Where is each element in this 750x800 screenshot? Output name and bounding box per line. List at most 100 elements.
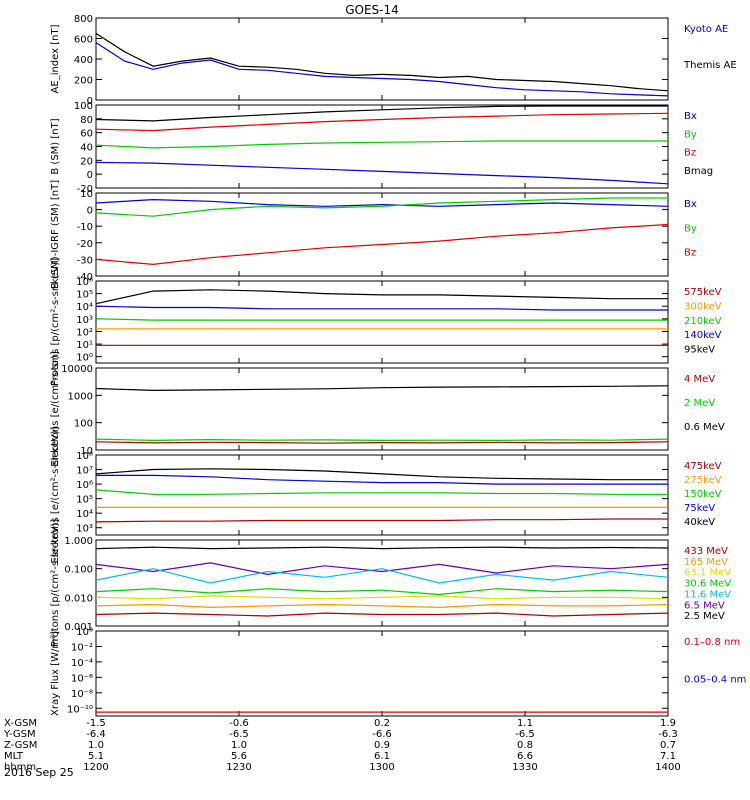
y-axis-label: Protons [p/(cm²-s-sr-keV)] [50, 519, 61, 647]
legend-entry: 63.1 MeV [684, 568, 731, 579]
legend-entry: Bx [684, 111, 697, 122]
y-axis-label: Protons [p/(cm²-s-sr-keV)] [50, 258, 61, 386]
series-line [95, 105, 668, 122]
series-line [95, 441, 669, 444]
y-tick-label: 10⁴ [76, 302, 93, 313]
panel-3: -40 -30 -20 -10 0 10 B (SM)-IGRF (SM) [nT] Bx By… [50, 180, 697, 289]
y-tick-label: 0 [87, 96, 93, 107]
series-line [95, 197, 668, 217]
y-tick-label: -20 [77, 184, 93, 195]
x-row-label: X-GSM [4, 718, 37, 729]
x-row-label: Y-GSM [3, 729, 36, 740]
y-tick-label: 0.001 [64, 622, 93, 633]
x-row-value: -1.5 [86, 718, 106, 729]
y-tick-label: 10⁶ [76, 277, 93, 288]
y-tick-label: 10⁵ [76, 495, 93, 506]
legend-entry: 475keV [684, 461, 722, 472]
legend-entry: 0.1–0.8 nm [684, 637, 740, 648]
y-tick-label: -20 [77, 239, 93, 250]
y-tick-label: 10⁻⁶ [71, 673, 93, 684]
x-row-label: MLT [4, 751, 24, 762]
y-tick-label: 60 [80, 129, 93, 140]
x-row-value: 7.1 [660, 751, 676, 762]
legend-entry: 165 MeV [684, 557, 728, 568]
series-line [95, 489, 668, 495]
y-tick-label: 1000 [68, 391, 93, 402]
legend-entry: Themis AE [683, 60, 737, 71]
legend-entry: 575keV [684, 287, 722, 298]
series-line [95, 305, 668, 311]
y-tick-label: 100 [74, 419, 93, 430]
legend-entry: 4 MeV [684, 374, 715, 385]
legend-entry: 2 MeV [684, 398, 715, 409]
y-axis-label: Xray Flux [W/m²] [50, 631, 61, 716]
y-axis-label: B (SM)-IGRF (SM) [nT] [50, 180, 61, 289]
y-tick-label: 10⁰ [76, 627, 93, 638]
series-line [96, 474, 668, 485]
series-line [95, 289, 668, 305]
legend-entry: 300keV [684, 301, 722, 312]
y-tick-label: 10⁻⁸ [71, 689, 93, 700]
y-tick-label: 10⁻² [71, 642, 93, 653]
x-row-value: 0.9 [374, 740, 390, 751]
legend-entry: By [684, 223, 697, 234]
x-row-value: -6.3 [658, 729, 678, 740]
series-line [95, 140, 668, 149]
legend-entry: 40keV [684, 517, 715, 528]
panel-frame [95, 17, 669, 101]
y-tick-label: 10³ [76, 315, 93, 326]
series-line [95, 161, 669, 185]
x-row-value: 6.1 [374, 751, 390, 762]
y-tick-label: 20 [80, 156, 93, 167]
series-line [95, 595, 669, 600]
series-line [95, 468, 668, 481]
legend-entry: 11.6 MeV [684, 589, 731, 600]
y-tick-label: -30 [77, 255, 93, 266]
y-tick-label: 10⁶ [76, 480, 93, 491]
x-row-value: 1400 [655, 762, 680, 773]
y-tick-label: -40 [77, 272, 93, 283]
y-tick-label: 10000 [61, 364, 93, 375]
series-line [95, 318, 668, 321]
panel-frame [95, 539, 669, 627]
y-tick-label: 0.010 [64, 593, 93, 604]
x-row-value: 6.6 [517, 751, 533, 762]
y-axis-label: Electrons [e/(cm²-s-sr)] [50, 351, 61, 467]
y-tick-label: 0 [87, 206, 93, 217]
y-tick-label: 10 [80, 189, 93, 200]
legend-entry: 6.5 MeV [684, 600, 725, 611]
y-tick-label: 40 [80, 143, 93, 154]
legend-entry: Kyoto AE [684, 24, 728, 35]
y-tick-label: 10⁴ [76, 509, 93, 520]
series-line [95, 603, 669, 609]
panel-2: -20 0 20 40 60 80 100 B (SM) [nT] Bx By Bz Bmag [50, 101, 713, 195]
legend-entry: 150keV [684, 489, 722, 500]
series-line [95, 612, 669, 617]
y-tick-label: 80 [80, 115, 93, 126]
plot-title: GOES-14 [345, 3, 399, 17]
series-line [95, 385, 669, 392]
panel-8: 10⁻¹⁰ 10⁻⁸ 10⁻⁶ 10⁻⁴ 10⁻² 10⁰ Xray Flux [W/m²]… [50, 627, 746, 717]
legend-entry: 0.6 MeV [684, 422, 725, 433]
y-tick-label: 10⁻¹⁰ [67, 704, 93, 715]
series-line [95, 32, 669, 92]
panel-frame [95, 280, 669, 364]
y-tick-label: 800 [74, 14, 93, 25]
y-tick-label: 10⁰ [76, 353, 93, 364]
y-tick-label: 0 [87, 170, 93, 181]
legend-entry: 30.6 MeV [684, 579, 731, 590]
y-tick-label: 200 [74, 76, 93, 87]
y-tick-label: 10² [76, 327, 93, 338]
x-row-value: -6.5 [515, 729, 535, 740]
y-tick-label: 400 [74, 55, 93, 66]
series-line [95, 112, 669, 132]
date-label: 2016 Sep 25 [4, 766, 74, 779]
legend-entry: 433 MeV [684, 546, 728, 557]
y-tick-label: 10⁻⁴ [71, 658, 93, 669]
x-row-label: Z-GSM [4, 740, 37, 751]
x-row-value: 1230 [226, 762, 251, 773]
series-line [95, 42, 669, 97]
panel-1: 0 200 400 600 800 AE_index [nT] Kyoto AE Themis… [50, 14, 737, 107]
